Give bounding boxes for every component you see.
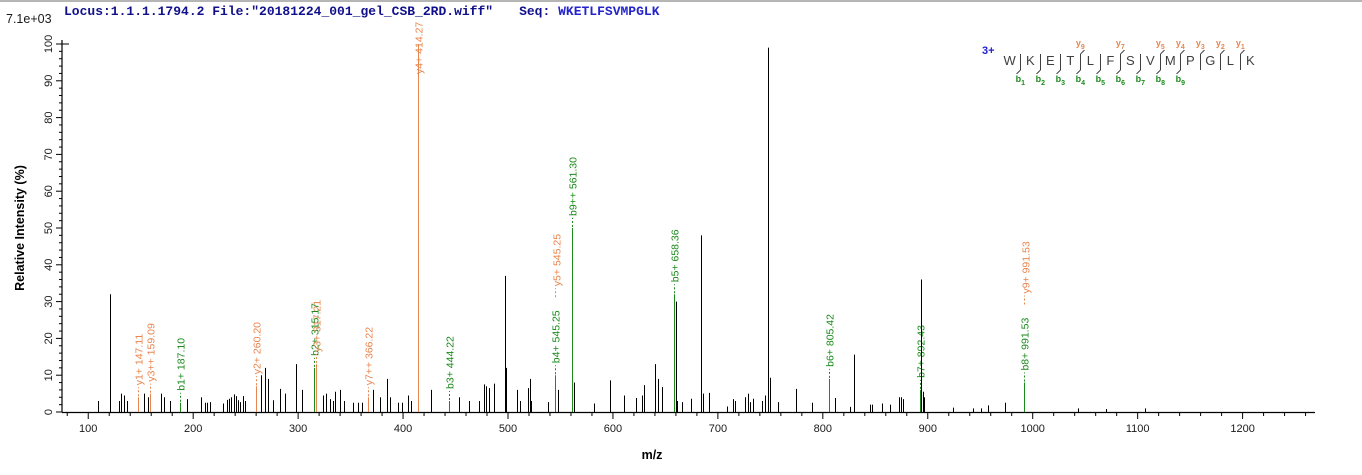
ion-label: y3+ 317.21 <box>311 300 323 352</box>
x-tick-label: 600 <box>604 423 622 435</box>
x-tick-label: 1000 <box>1020 423 1044 435</box>
locus-file-text: Locus:1.1.1.1794.2 File:"20181224_001_ge… <box>64 4 494 19</box>
y-tick-label: 90 <box>43 75 55 87</box>
ion-label: y7++ 366.22 <box>363 327 375 386</box>
x-tick-label: 300 <box>289 423 307 435</box>
y-tick-label: 10 <box>43 369 55 381</box>
ion-label: b9++ 561.30 <box>567 157 579 216</box>
ion-label: b5+ 658.36 <box>669 229 681 282</box>
x-tick-label: 700 <box>709 423 727 435</box>
ion-label: b4+ 545.25 <box>550 310 562 363</box>
x-tick-label: 1100 <box>1126 423 1150 435</box>
spectrum-header: Locus:1.1.1.1794.2 File:"20181224_001_ge… <box>64 4 660 19</box>
y-tick-label: 40 <box>43 259 55 271</box>
seq-label: Seq: <box>519 4 559 19</box>
y-tick-label: 60 <box>43 185 55 197</box>
ion-label: y1+ 147.11 <box>133 334 145 386</box>
x-tick-label: 100 <box>79 423 97 435</box>
ion-label: b3+ 444.22 <box>444 336 456 389</box>
ion-label: y4+ 414.27 <box>413 22 425 74</box>
y-tick-label: 20 <box>43 332 55 344</box>
ion-label: y5+ 545.25 <box>551 234 563 286</box>
ion-label: b8+ 991.53 <box>1019 318 1031 371</box>
ion-label: b6+ 805.42 <box>824 314 836 367</box>
sequence-value: WKETLFSVMPGLK <box>558 4 660 19</box>
ion-label: y9+ 991.53 <box>1020 241 1032 293</box>
x-tick-label: 500 <box>499 423 517 435</box>
x-tick-label: 900 <box>919 423 937 435</box>
ion-label: y2+ 260.20 <box>251 322 263 374</box>
y-tick-label: 70 <box>43 148 55 160</box>
seq-group: Seq: WKETLFSVMPGLK <box>519 4 659 19</box>
x-tick-label: 1200 <box>1230 423 1254 435</box>
y-tick-label: 30 <box>43 295 55 307</box>
ion-label: b1+ 187.10 <box>175 338 187 391</box>
y-tick-label: 100 <box>43 35 55 53</box>
y-tick-label: 50 <box>43 222 55 234</box>
ion-label: y3++ 159.09 <box>145 323 157 382</box>
x-axis-title: m/z <box>642 448 663 462</box>
y-tick-label: 0 <box>43 409 55 415</box>
x-tick-label: 400 <box>394 423 412 435</box>
x-tick-label: 200 <box>184 423 202 435</box>
y-axis-title: Relative Intensity (%) <box>13 165 27 291</box>
x-tick-label: 800 <box>814 423 832 435</box>
y-tick-label: 80 <box>43 111 55 123</box>
ion-label: b2+ 315.17 <box>309 303 321 356</box>
intensity-scale-label: 7.1e+03 <box>6 12 52 26</box>
